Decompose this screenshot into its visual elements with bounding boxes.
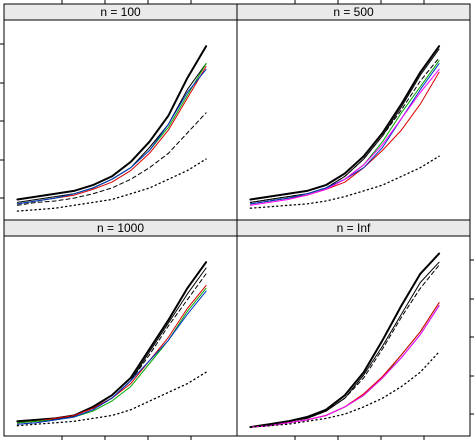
panel-2: n = 500 bbox=[236, 3, 471, 221]
series-line-7 bbox=[249, 305, 440, 428]
series-line-1 bbox=[249, 45, 441, 201]
series-line-1 bbox=[16, 45, 208, 201]
series-line-6 bbox=[16, 290, 207, 425]
series-line-8 bbox=[249, 155, 440, 209]
panel-4: n = Inf bbox=[236, 219, 471, 437]
panel-title: n = 1000 bbox=[97, 221, 144, 235]
panel-3: n = 1000 bbox=[3, 219, 238, 437]
series-line-7 bbox=[16, 371, 207, 427]
panel-title: n = 500 bbox=[333, 5, 374, 19]
panel-plot-area bbox=[236, 235, 471, 437]
panel-plot-area bbox=[236, 19, 471, 221]
series-line-7 bbox=[249, 68, 440, 206]
panel-title: n = Inf bbox=[337, 221, 371, 235]
series-line-3 bbox=[249, 57, 440, 203]
panel-plot-area bbox=[3, 235, 238, 437]
panel-1: n = 100 bbox=[3, 3, 238, 221]
series-line-6 bbox=[16, 112, 207, 206]
series-line-8 bbox=[249, 351, 440, 428]
series-line-5 bbox=[16, 68, 207, 205]
panel-title: n = 100 bbox=[100, 5, 141, 19]
series-line-7 bbox=[16, 158, 207, 212]
panel-plot-area bbox=[3, 19, 238, 221]
series-line-3 bbox=[249, 264, 440, 428]
